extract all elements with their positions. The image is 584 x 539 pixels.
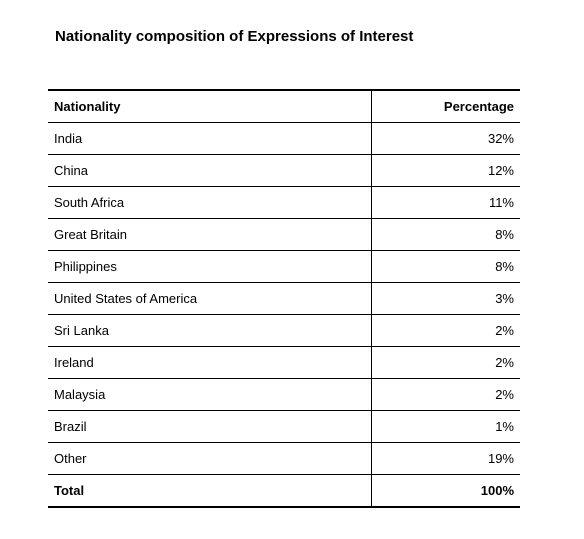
nationality-cell: Malaysia [48, 378, 372, 411]
percentage-cell: 2% [371, 378, 520, 411]
percentage-cell: 19% [371, 442, 520, 475]
document-title: Nationality composition of Expressions o… [55, 28, 414, 45]
nationality-cell: Philippines [48, 250, 372, 283]
table-row: China 12% [48, 154, 520, 187]
header-percentage: Percentage [371, 89, 520, 123]
total-label: Total [48, 474, 372, 508]
table-header: Nationality Percentage [48, 89, 520, 123]
table-row: Great Britain 8% [48, 218, 520, 251]
percentage-cell: 1% [371, 410, 520, 443]
table-row: Philippines 8% [48, 250, 520, 283]
nationality-cell: South Africa [48, 186, 372, 219]
percentage-cell: 11% [371, 186, 520, 219]
total-percentage: 100% [371, 474, 520, 508]
table-row: Malaysia 2% [48, 378, 520, 411]
table-footer: Total 100% [48, 474, 520, 508]
nationality-cell: India [48, 122, 372, 155]
percentage-cell: 2% [371, 314, 520, 347]
total-row: Total 100% [48, 474, 520, 508]
percentage-cell: 8% [371, 250, 520, 283]
table-row: Sri Lanka 2% [48, 314, 520, 347]
nationality-cell: Brazil [48, 410, 372, 443]
nationality-cell: United States of America [48, 282, 372, 315]
header-nationality: Nationality [48, 89, 372, 123]
nationality-cell: Other [48, 442, 372, 475]
percentage-cell: 32% [371, 122, 520, 155]
table-row: United States of America 3% [48, 282, 520, 315]
percentage-cell: 12% [371, 154, 520, 187]
percentage-cell: 2% [371, 346, 520, 379]
percentage-cell: 8% [371, 218, 520, 251]
nationality-cell: Sri Lanka [48, 314, 372, 347]
percentage-cell: 3% [371, 282, 520, 315]
header-row: Nationality Percentage [48, 89, 520, 123]
nationality-cell: Ireland [48, 346, 372, 379]
nationality-cell: Great Britain [48, 218, 372, 251]
table-row: South Africa 11% [48, 186, 520, 219]
table-row: Ireland 2% [48, 346, 520, 379]
table-body: India 32% China 12% South Africa 11% Gre… [48, 122, 520, 475]
table-row: India 32% [48, 122, 520, 155]
nationality-cell: China [48, 154, 372, 187]
table-row: Brazil 1% [48, 410, 520, 443]
table-row: Other 19% [48, 442, 520, 475]
nationality-table: Nationality Percentage India 32% China 1… [48, 89, 520, 508]
